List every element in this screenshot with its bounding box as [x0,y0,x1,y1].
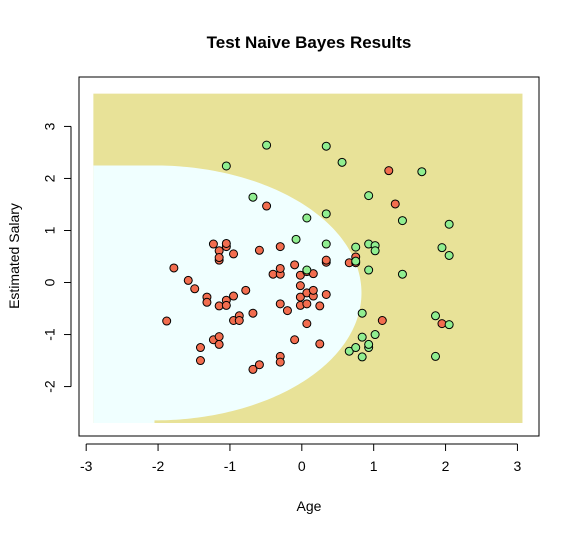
data-point-class0 [295,281,305,291]
y-tick-label: 0 [42,278,58,286]
data-point-class1 [437,243,447,253]
x-tick-label: 3 [514,458,522,474]
data-point-class0 [384,166,394,176]
x-tick-label: -1 [224,458,237,474]
data-point-class1 [291,234,301,244]
data-point-class1 [431,351,440,361]
data-point-class0 [248,364,258,374]
data-point-class0 [390,199,400,209]
x-tick-label: 0 [298,458,306,474]
data-point-class1 [417,167,427,177]
data-point-class1 [351,343,361,353]
x-axis: -3 -2 -1 0 1 2 3 [80,443,522,474]
data-point-class0 [275,357,285,367]
data-point-class1 [357,332,367,342]
plot-frame [78,76,540,437]
data-point-class0 [437,319,447,329]
data-point-class0 [302,299,312,309]
data-point-class0 [229,249,239,259]
data-point-class1 [357,352,367,362]
x-tick-label: 1 [370,458,378,474]
data-point-class0 [221,300,231,310]
data-point-class0 [254,360,264,370]
data-point-class0 [214,332,224,342]
data-point-class1 [444,320,454,330]
data-point-class0 [214,253,224,263]
data-point-class1 [351,256,361,266]
data-point-class0 [275,242,285,252]
data-point-class0 [302,319,312,329]
y-axis: -2 -1 0 1 2 3 [42,122,72,393]
data-point-class0 [195,343,205,353]
y-tick-label: 1 [42,226,58,234]
data-point-class0 [282,306,292,316]
data-point-class0 [377,316,387,325]
data-point-class0 [169,263,179,273]
data-point-class0 [183,275,193,285]
data-point-class0 [262,201,272,211]
data-point-class1 [431,311,440,321]
y-tick-label: -1 [42,328,58,341]
data-point-class1 [321,239,331,249]
data-point-class1 [302,265,312,275]
data-point-class1 [248,192,258,202]
x-tick-label: -3 [80,458,93,474]
data-point-class0 [221,238,231,248]
points-layer [162,140,454,374]
data-point-class0 [190,284,200,294]
data-point-class1 [357,308,367,318]
data-point-class0 [162,316,172,326]
data-point-class1 [364,265,374,275]
data-point-class0 [248,308,258,318]
data-point-class1 [337,157,347,167]
data-point-class0 [241,285,251,295]
data-point-class0 [214,339,224,349]
data-point-class0 [195,356,205,366]
y-axis-label: Estimated Salary [6,203,22,309]
data-point-class1 [321,209,331,219]
data-point-class1 [397,216,407,226]
data-point-class0 [308,285,318,295]
data-point-class1 [370,330,380,340]
data-point-class0 [315,301,325,311]
x-tick-label: 2 [442,458,450,474]
data-point-class1 [302,213,312,223]
data-point-class0 [254,245,264,255]
y-tick-label: 2 [42,174,58,182]
data-point-class1 [351,242,361,252]
data-point-class0 [290,260,300,270]
data-point-class0 [321,289,331,299]
decision-region-class0 [93,165,362,423]
x-tick-label: -2 [152,458,165,474]
data-point-class0 [229,291,239,301]
data-point-class1 [262,140,272,150]
data-point-class0 [295,292,305,302]
y-tick-label: -2 [42,380,58,393]
data-point-class1 [364,191,374,201]
chart-title: Test Naive Bayes Results [207,33,412,52]
x-axis-label: Age [297,498,322,514]
data-point-class1 [397,269,407,279]
data-point-class0 [208,239,218,249]
data-point-class0 [275,299,285,309]
data-point-class1 [364,339,374,349]
data-point-class1 [370,246,380,256]
data-point-class1 [444,219,454,229]
data-point-class0 [202,297,212,307]
data-point-class0 [290,335,300,345]
data-point-class0 [275,263,285,273]
data-point-class1 [444,250,454,260]
data-point-class1 [221,161,231,171]
y-tick-label: 3 [42,122,58,130]
data-point-class0 [234,316,244,325]
data-point-class0 [315,339,325,349]
data-point-class0 [321,255,331,265]
data-point-class1 [321,141,331,151]
